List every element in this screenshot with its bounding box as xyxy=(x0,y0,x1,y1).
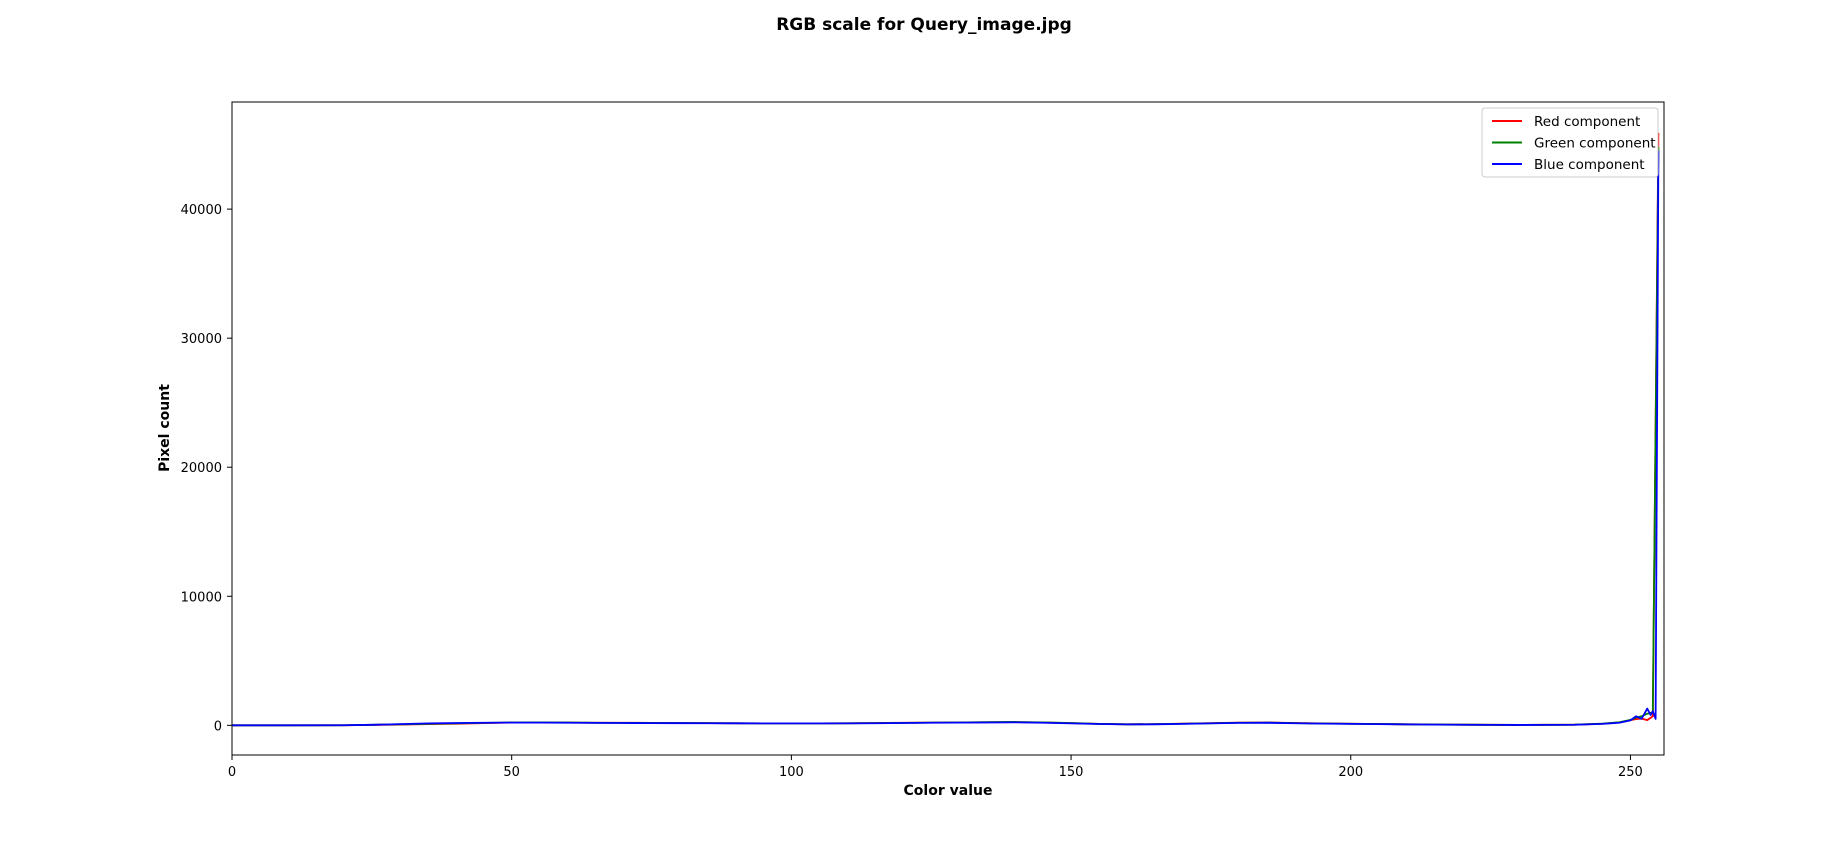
x-tick-label-4: 200 xyxy=(1338,765,1363,780)
y-tick-label-3: 30000 xyxy=(181,332,222,347)
y-tick-label-1: 10000 xyxy=(181,590,222,605)
y-tick-label-2: 20000 xyxy=(181,461,222,476)
x-axis-title: Color value xyxy=(904,783,993,799)
plot-frame xyxy=(231,101,1665,756)
y-tick-label-4: 40000 xyxy=(181,203,222,218)
legend-entries: Red component Green component Blue compone… xyxy=(1492,114,1656,173)
legend-label-0: Red component xyxy=(1534,114,1640,130)
x-tick-label-2: 100 xyxy=(779,765,804,780)
legend-label-1: Green component xyxy=(1534,136,1656,152)
x-tick-label-0: 0 xyxy=(228,765,236,780)
x-tick-label-3: 150 xyxy=(1059,765,1084,780)
legend-box xyxy=(1481,107,1659,178)
series-line-0 xyxy=(232,132,1660,727)
series-layer xyxy=(232,132,1660,727)
chart-title: RGB scale for Query_image.jpg xyxy=(776,15,1072,35)
legend-label-2: Blue component xyxy=(1534,157,1645,173)
x-axis: 0 50 100 150 200 250 xyxy=(228,755,1643,780)
legend: Red component Green component Blue compone… xyxy=(1481,107,1659,178)
y-axis-title: Pixel count xyxy=(157,384,173,472)
series-line-2 xyxy=(232,151,1660,727)
x-tick-label-5: 250 xyxy=(1618,765,1643,780)
x-tick-label-1: 50 xyxy=(503,765,520,780)
y-axis: 0 10000 20000 30000 40000 xyxy=(181,203,232,734)
series-line-1 xyxy=(232,147,1660,727)
y-tick-label-0: 0 xyxy=(214,719,222,734)
